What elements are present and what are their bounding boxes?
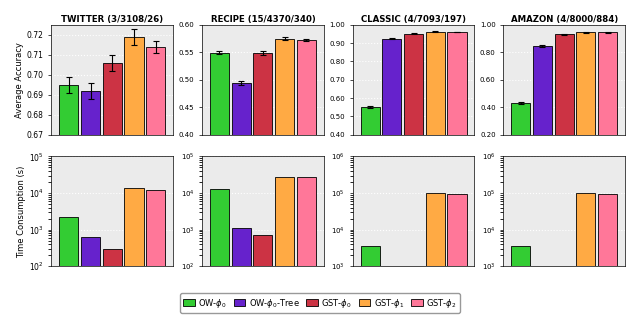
Bar (253, 235, 273, 317)
Title: CLASSIC (4/7093/197): CLASSIC (4/7093/197) (361, 15, 466, 24)
Y-axis label: Average Accuracy: Average Accuracy (15, 42, 24, 118)
Bar (102, 249, 122, 317)
Bar (297, 177, 316, 317)
Bar (598, 194, 617, 317)
Bar (275, 177, 294, 317)
Bar (511, 103, 531, 135)
Bar (81, 91, 100, 135)
Bar (210, 53, 229, 135)
Bar (232, 228, 251, 317)
Bar (426, 32, 445, 135)
Bar (124, 188, 143, 317)
Bar (253, 53, 273, 135)
Bar (555, 286, 573, 317)
Title: RECIPE (15/4370/340): RECIPE (15/4370/340) (211, 15, 316, 24)
Bar (447, 194, 467, 317)
Bar (447, 32, 467, 135)
Bar (232, 83, 251, 135)
Bar (60, 85, 78, 135)
Bar (81, 236, 100, 317)
Bar (124, 37, 143, 135)
Bar (404, 34, 423, 135)
Bar (102, 63, 122, 135)
Title: TWITTER (3/3108/26): TWITTER (3/3108/26) (61, 15, 163, 24)
Bar (577, 32, 595, 135)
Bar (555, 34, 573, 135)
Bar (382, 38, 401, 135)
Bar (426, 193, 445, 317)
Bar (60, 217, 78, 317)
Bar (297, 40, 316, 135)
Bar (577, 193, 595, 317)
Bar (382, 277, 401, 317)
Bar (360, 246, 380, 317)
Bar (598, 32, 617, 135)
Bar (275, 38, 294, 135)
Title: AMAZON (4/8000/884): AMAZON (4/8000/884) (511, 15, 618, 24)
Bar (533, 46, 552, 135)
Legend: OW-$\phi_0$, OW-$\phi_0$-Tree, GST-$\phi_0$, GST-$\phi_1$, GST-$\phi_2$: OW-$\phi_0$, OW-$\phi_0$-Tree, GST-$\phi… (180, 293, 460, 313)
Bar (146, 47, 165, 135)
Bar (511, 246, 531, 317)
Bar (360, 107, 380, 135)
Bar (404, 288, 423, 317)
Bar (146, 190, 165, 317)
Bar (210, 189, 229, 317)
Y-axis label: Time Consumption (s): Time Consumption (s) (17, 165, 26, 257)
Bar (533, 275, 552, 317)
